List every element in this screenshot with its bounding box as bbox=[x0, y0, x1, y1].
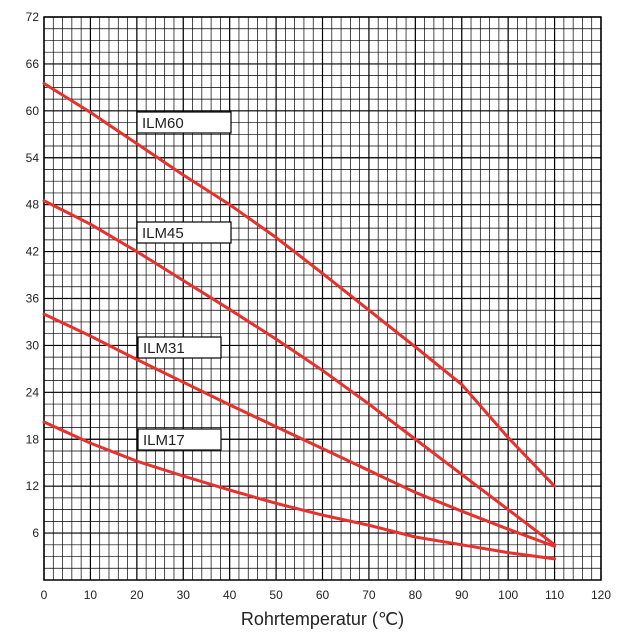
y-tick-label: 42 bbox=[26, 245, 40, 259]
x-tick-label: 90 bbox=[455, 588, 469, 602]
series-label-ilm17: ILM17 bbox=[137, 428, 222, 451]
series-label-ilm60: ILM60 bbox=[136, 111, 232, 134]
y-tick-label: 66 bbox=[26, 57, 40, 71]
y-tick-label: 60 bbox=[26, 104, 40, 118]
y-tick-label: 72 bbox=[26, 10, 40, 24]
y-tick-label: 36 bbox=[26, 292, 40, 306]
series-group bbox=[42, 81, 557, 561]
series-line-ilm60 bbox=[42, 81, 557, 488]
series-line-ilm45 bbox=[42, 199, 557, 547]
x-tick-label: 30 bbox=[177, 588, 191, 602]
x-tick-label: 60 bbox=[316, 588, 330, 602]
y-tick-label: 24 bbox=[26, 385, 40, 399]
series-label-box bbox=[136, 221, 232, 244]
x-tick-label: 70 bbox=[362, 588, 376, 602]
x-tick-label: 0 bbox=[41, 588, 48, 602]
x-axis-label: Rohrtemperatur (℃) bbox=[241, 609, 404, 629]
y-tick-label: 48 bbox=[26, 198, 40, 212]
y-tick-label: 54 bbox=[26, 151, 40, 165]
y-tick-label: 18 bbox=[26, 432, 40, 446]
x-tick-label: 120 bbox=[591, 588, 611, 602]
plot-frame bbox=[43, 16, 602, 581]
series-line-ilm31 bbox=[42, 312, 557, 548]
x-tick-label: 100 bbox=[498, 588, 518, 602]
x-tick-label: 50 bbox=[269, 588, 283, 602]
series-label-text: ILM45 bbox=[142, 225, 184, 242]
series-label-box bbox=[137, 336, 222, 359]
series-label-text: ILM17 bbox=[143, 432, 185, 449]
x-tick-label: 110 bbox=[545, 588, 564, 602]
y-tick-label: 30 bbox=[26, 338, 40, 352]
x-tick-label: 20 bbox=[130, 588, 144, 602]
series-label-ilm31: ILM31 bbox=[137, 336, 222, 359]
series-label-box bbox=[137, 428, 222, 451]
y-tick-label: 6 bbox=[32, 526, 39, 540]
axes bbox=[43, 16, 602, 581]
tick-labels: 0 10 20 30 40 50 60 70 80 90 100 110 120 6 12 18 24 30 36 4… bbox=[26, 10, 612, 602]
series-label-text: ILM60 bbox=[142, 115, 184, 132]
x-tick-label: 80 bbox=[409, 588, 423, 602]
series-line-ilm17 bbox=[42, 420, 557, 561]
x-tick-label: 40 bbox=[223, 588, 237, 602]
x-tick-label: 10 bbox=[84, 588, 98, 602]
y-tick-label: 12 bbox=[26, 479, 40, 493]
series-labels: ILM60 ILM45 ILM31 ILM17 bbox=[136, 111, 232, 451]
series-label-text: ILM31 bbox=[143, 340, 185, 357]
series-label-ilm45: ILM45 bbox=[136, 221, 232, 244]
series-label-box bbox=[136, 111, 232, 134]
